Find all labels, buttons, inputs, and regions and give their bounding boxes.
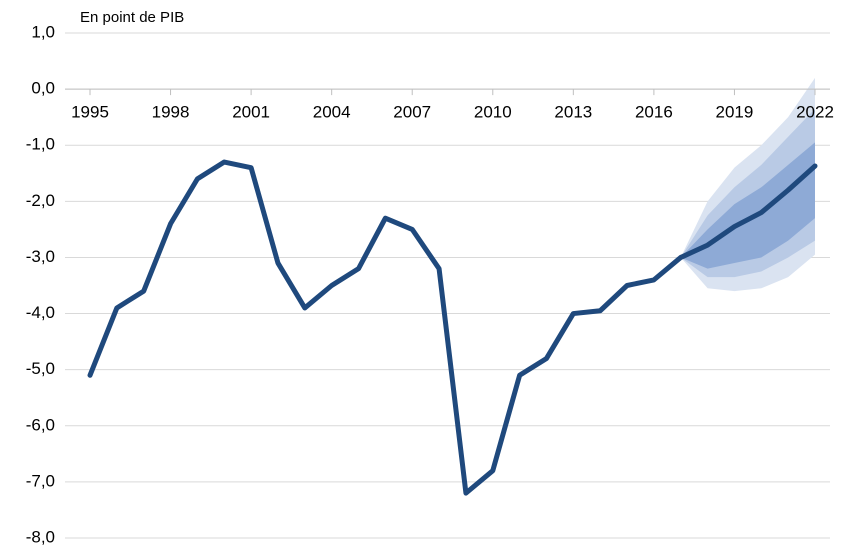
x-tick-label: 2001 <box>232 103 270 122</box>
y-tick-label: 0,0 <box>31 79 55 98</box>
x-tick-label: 1995 <box>71 103 109 122</box>
x-tick-label: 2016 <box>635 103 673 122</box>
x-tick-label: 2019 <box>716 103 754 122</box>
y-tick-label: -6,0 <box>26 415 55 434</box>
x-tick-label: 2013 <box>554 103 592 122</box>
y-tick-label: -7,0 <box>26 471 55 490</box>
x-tick-label: 1998 <box>152 103 190 122</box>
y-tick-label: -8,0 <box>26 527 55 546</box>
x-tick-label: 2010 <box>474 103 512 122</box>
y-tick-label: -3,0 <box>26 247 55 266</box>
y-tick-label: -5,0 <box>26 359 55 378</box>
x-tick-label: 2022 <box>796 103 834 122</box>
y-tick-label: 1,0 <box>31 22 55 41</box>
y-tick-label: -2,0 <box>26 191 55 210</box>
x-tick-label: 2004 <box>313 103 351 122</box>
line <box>87 159 818 496</box>
y-tick-label: -1,0 <box>26 135 55 154</box>
y-tick-label: -4,0 <box>26 303 55 322</box>
chart-title: En point de PIB <box>80 9 184 26</box>
x-tick-label: 2007 <box>393 103 431 122</box>
fan-band <box>680 142 815 269</box>
